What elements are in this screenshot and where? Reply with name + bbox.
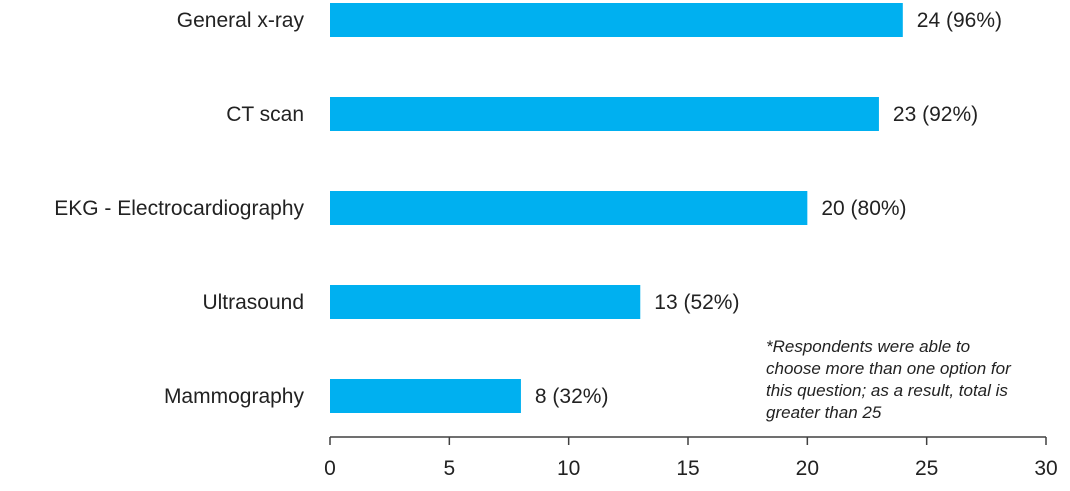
bar	[330, 3, 903, 37]
x-tick-label: 10	[557, 457, 580, 480]
x-tick-label: 5	[443, 457, 455, 480]
footnote-line: choose more than one option for	[766, 359, 1011, 378]
data-label: 23 (92%)	[893, 103, 978, 126]
data-label: 24 (96%)	[917, 9, 1002, 32]
data-label: 20 (80%)	[821, 197, 906, 220]
bar	[330, 379, 521, 413]
category-label: General x-ray	[177, 9, 305, 32]
footnote-line: *Respondents were able to	[766, 337, 971, 356]
category-label: EKG - Electrocardiography	[54, 197, 304, 220]
data-label: 13 (52%)	[654, 291, 739, 314]
bar	[330, 97, 879, 131]
footnote-line: greater than 25	[766, 403, 882, 422]
x-tick-label: 30	[1034, 457, 1057, 480]
bar	[330, 191, 808, 225]
footnote-line: this question; as a result, total is	[766, 381, 1008, 400]
x-tick-label: 0	[324, 457, 336, 480]
bar	[330, 285, 641, 319]
x-tick-label: 25	[915, 457, 938, 480]
x-tick-label: 20	[796, 457, 819, 480]
x-tick-label: 15	[676, 457, 699, 480]
category-label: Ultrasound	[202, 291, 304, 314]
category-label: CT scan	[226, 103, 304, 126]
category-label: Mammography	[164, 385, 305, 408]
data-label: 8 (32%)	[535, 385, 609, 408]
chart-footnote: *Respondents were able to choose more th…	[766, 336, 1066, 424]
